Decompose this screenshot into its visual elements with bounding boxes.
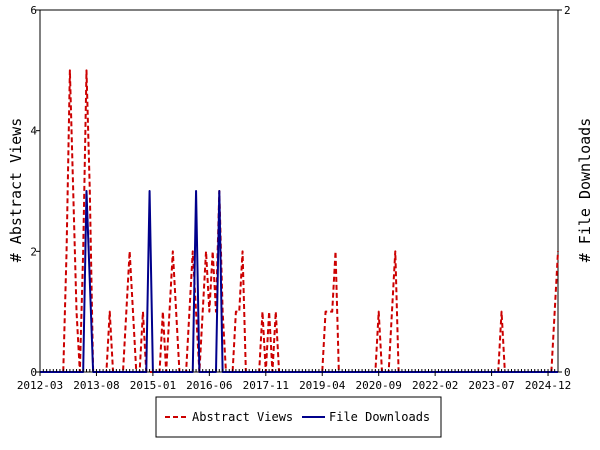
x-tick-label: 2019-04 (299, 379, 346, 392)
series-line-file-downloads (40, 190, 558, 373)
y-axis-left: 0 2 4 6 (30, 4, 40, 379)
x-tick-label: 2024-12 (525, 379, 571, 392)
plot-frame (39, 9, 559, 373)
x-tick-label: 2017-11 (243, 379, 289, 392)
y-right-tick-label: 2 (564, 4, 571, 17)
y-left-tick-label: 2 (30, 245, 37, 258)
legend-box (155, 396, 442, 438)
y-axis-right: 02 (558, 4, 571, 379)
y-right-tick-label: 0 (564, 366, 571, 379)
y-axis-right-title: # File Downloads (576, 118, 594, 263)
x-tick-label: 2013-08 (73, 379, 119, 392)
legend-label-file-downloads: File Downloads (329, 410, 430, 424)
legend: Abstract Views File Downloads (155, 396, 442, 438)
y-axis-left-title: # Abstract Views (7, 118, 25, 263)
legend-label-abstract-views: Abstract Views (192, 410, 293, 424)
x-tick-label: 2023-07 (468, 379, 514, 392)
x-tick-label: 2020-09 (356, 379, 402, 392)
x-axis: 2012-03 2013-08 2015-01 2016-06 2017-11 2019-… (17, 369, 571, 392)
y-left-tick-label: 0 (30, 366, 37, 379)
x-tick-label: 2022-02 (412, 379, 458, 392)
plot-area (39, 9, 559, 373)
x-tick-label: 2015-01 (130, 379, 176, 392)
y-left-tick-label: 6 (30, 4, 37, 17)
x-tick-label: 2016-06 (186, 379, 232, 392)
series-line-abstract-views (40, 69, 559, 373)
y-left-tick-label: 4 (30, 125, 37, 138)
x-tick-label: 2012-03 (17, 379, 63, 392)
